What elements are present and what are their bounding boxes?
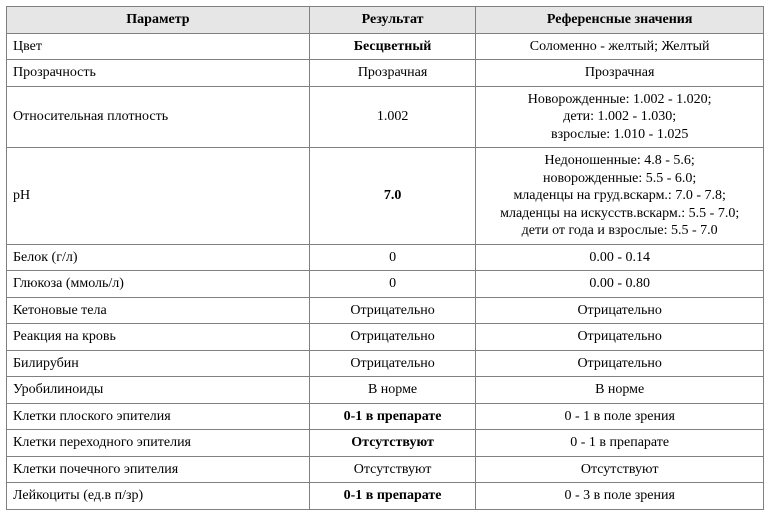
result-cell: 0 xyxy=(309,244,476,271)
ref-line: Отрицательно xyxy=(482,302,757,320)
ref-cell: 0.00 - 0.80 xyxy=(476,271,764,298)
result-cell: 7.0 xyxy=(309,148,476,245)
table-row: Клетки почечного эпителияОтсутствуютОтсу… xyxy=(7,456,764,483)
ref-line: Прозрачная xyxy=(482,64,757,82)
table-row: Относительная плотность1.002Новорожденны… xyxy=(7,86,764,148)
ref-line: Отсутствуют xyxy=(482,461,757,479)
param-cell: Клетки переходного эпителия xyxy=(7,430,310,457)
ref-line: 0.00 - 0.14 xyxy=(482,249,757,267)
ref-line: младенцы на груд.вскарм.: 7.0 - 7.8; xyxy=(482,187,757,205)
ref-cell: 0.00 - 0.14 xyxy=(476,244,764,271)
ref-line: Соломенно - желтый; Желтый xyxy=(482,38,757,56)
ref-line: 0 - 1 в препарате xyxy=(482,434,757,452)
ref-line: Новорожденные: 1.002 - 1.020; xyxy=(482,91,757,109)
ref-cell: В норме xyxy=(476,377,764,404)
table-row: Глюкоза (ммоль/л)0 0.00 - 0.80 xyxy=(7,271,764,298)
result-cell: Отрицательно xyxy=(309,324,476,351)
result-cell: 0 xyxy=(309,271,476,298)
param-cell: Белок (г/л) xyxy=(7,244,310,271)
col-header-ref: Референсные значения xyxy=(476,7,764,34)
table-row: УробилиноидыВ нормеВ норме xyxy=(7,377,764,404)
ref-cell: Новорожденные: 1.002 - 1.020;дети: 1.002… xyxy=(476,86,764,148)
table-row: Реакция на кровьОтрицательноОтрицательно xyxy=(7,324,764,351)
ref-line: 0.00 - 0.80 xyxy=(482,275,757,293)
result-cell: Отсутствуют xyxy=(309,430,476,457)
ref-line: 0 - 1 в поле зрения xyxy=(482,408,757,426)
param-cell: Кетоновые тела xyxy=(7,297,310,324)
table-row: Клетки переходного эпителияОтсутствуют 0 … xyxy=(7,430,764,457)
lab-table: Параметр Результат Референсные значения … xyxy=(6,6,764,510)
table-body: ЦветБесцветный Соломенно - желтый; Желтый… xyxy=(7,33,764,509)
table-row: pH7.0Недоношенные: 4.8 - 5.6;новорожденн… xyxy=(7,148,764,245)
result-cell: В норме xyxy=(309,377,476,404)
table-row: Клетки плоского эпителия0-1 в препарате 0… xyxy=(7,403,764,430)
ref-line: Недоношенные: 4.8 - 5.6; xyxy=(482,152,757,170)
table-row: ПрозрачностьПрозрачнаяПрозрачная xyxy=(7,60,764,87)
ref-line: Отрицательно xyxy=(482,355,757,373)
ref-cell: Недоношенные: 4.8 - 5.6;новорожденные: 5… xyxy=(476,148,764,245)
ref-cell: 0 - 1 в поле зрения xyxy=(476,403,764,430)
param-cell: Лейкоциты (ед.в п/зр) xyxy=(7,483,310,510)
param-cell: Прозрачность xyxy=(7,60,310,87)
result-cell: Прозрачная xyxy=(309,60,476,87)
table-row: Лейкоциты (ед.в п/зр)0-1 в препарате 0 - … xyxy=(7,483,764,510)
ref-line: дети от года и взрослые: 5.5 - 7.0 xyxy=(482,222,757,240)
result-cell: 1.002 xyxy=(309,86,476,148)
ref-line: дети: 1.002 - 1.030; xyxy=(482,108,757,126)
ref-line: Отрицательно xyxy=(482,328,757,346)
result-cell: Бесцветный xyxy=(309,33,476,60)
lab-report: Параметр Результат Референсные значения … xyxy=(0,0,770,516)
ref-cell: 0 - 3 в поле зрения xyxy=(476,483,764,510)
param-cell: Цвет xyxy=(7,33,310,60)
param-cell: pH xyxy=(7,148,310,245)
param-cell: Клетки плоского эпителия xyxy=(7,403,310,430)
col-header-result: Результат xyxy=(309,7,476,34)
param-cell: Глюкоза (ммоль/л) xyxy=(7,271,310,298)
param-cell: Клетки почечного эпителия xyxy=(7,456,310,483)
ref-cell: 0 - 1 в препарате xyxy=(476,430,764,457)
result-cell: Отрицательно xyxy=(309,350,476,377)
param-cell: Относительная плотность xyxy=(7,86,310,148)
param-cell: Реакция на кровь xyxy=(7,324,310,351)
table-row: Кетоновые телаОтрицательноОтрицательно xyxy=(7,297,764,324)
ref-cell: Отрицательно xyxy=(476,297,764,324)
ref-cell: Прозрачная xyxy=(476,60,764,87)
ref-cell: Соломенно - желтый; Желтый xyxy=(476,33,764,60)
table-row: БилирубинОтрицательноОтрицательно xyxy=(7,350,764,377)
table-row: ЦветБесцветный Соломенно - желтый; Желтый xyxy=(7,33,764,60)
result-cell: Отрицательно xyxy=(309,297,476,324)
ref-line: взрослые: 1.010 - 1.025 xyxy=(482,126,757,144)
col-header-param: Параметр xyxy=(7,7,310,34)
ref-cell: Отрицательно xyxy=(476,324,764,351)
ref-cell: Отрицательно xyxy=(476,350,764,377)
result-cell: Отсутствуют xyxy=(309,456,476,483)
table-row: Белок (г/л)0 0.00 - 0.14 xyxy=(7,244,764,271)
ref-line: В норме xyxy=(482,381,757,399)
param-cell: Билирубин xyxy=(7,350,310,377)
param-cell: Уробилиноиды xyxy=(7,377,310,404)
result-cell: 0-1 в препарате xyxy=(309,403,476,430)
ref-cell: Отсутствуют xyxy=(476,456,764,483)
ref-line: 0 - 3 в поле зрения xyxy=(482,487,757,505)
ref-line: новорожденные: 5.5 - 6.0; xyxy=(482,170,757,188)
ref-line: младенцы на искусств.вскарм.: 5.5 - 7.0; xyxy=(482,205,757,223)
result-cell: 0-1 в препарате xyxy=(309,483,476,510)
table-header-row: Параметр Результат Референсные значения xyxy=(7,7,764,34)
